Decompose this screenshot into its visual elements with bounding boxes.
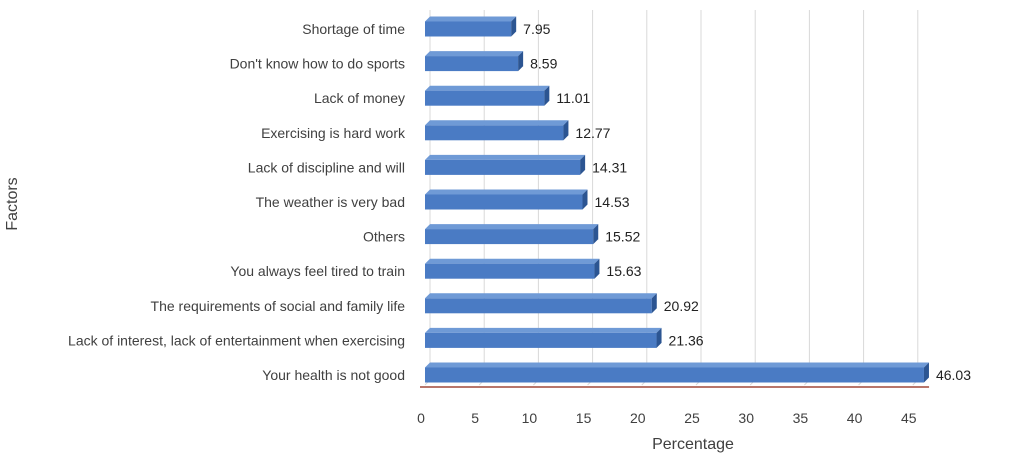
category-label: Lack of interest, lack of entertainment … [68, 332, 405, 348]
value-labels: 7.95 8.59 11.01 12.77 14.31 14.53 15.52 15.63 20… [523, 21, 971, 383]
x-tick-label: 20 [630, 410, 646, 426]
bars [425, 16, 929, 383]
category-label: Others [363, 229, 405, 245]
bar-side [594, 258, 600, 279]
x-axis-title: Percentage [652, 436, 734, 453]
value-label: 14.31 [592, 159, 627, 175]
bar-top [425, 154, 586, 160]
bar-group [425, 293, 657, 314]
bar-group [425, 327, 662, 348]
category-label: You always feel tired to train [230, 263, 405, 279]
bar-group [425, 189, 588, 210]
x-tick-label: 25 [684, 410, 700, 426]
category-label: Lack of money [314, 90, 405, 106]
bar-group [425, 224, 599, 245]
category-label: Exercising is hard work [261, 125, 406, 141]
bar [425, 367, 924, 383]
bar [425, 21, 512, 37]
bar-side [593, 224, 599, 245]
value-label: 21.36 [669, 332, 704, 348]
bar [425, 263, 595, 279]
bar-side [582, 189, 588, 210]
bar-side [563, 120, 569, 141]
value-label: 15.52 [605, 229, 640, 245]
value-label: 12.77 [575, 125, 610, 141]
bar [425, 194, 583, 210]
bar-top [425, 51, 524, 57]
bar-side [580, 154, 586, 175]
value-label: 8.59 [530, 56, 557, 72]
bar [425, 125, 564, 141]
bar-top [425, 224, 599, 230]
category-label: Your health is not good [262, 367, 405, 383]
category-label: Lack of discipline and will [248, 159, 405, 175]
bar [425, 298, 652, 314]
x-tick-label: 45 [901, 410, 917, 426]
value-label: 46.03 [936, 367, 971, 383]
bar-side [518, 51, 524, 72]
bar-top [425, 293, 657, 299]
bar-group [425, 16, 517, 37]
category-label: Shortage of time [302, 21, 405, 37]
x-tick-label: 15 [576, 410, 592, 426]
x-tick-label: 0 [417, 410, 425, 426]
bar-group [425, 51, 524, 72]
bar [425, 159, 581, 175]
bar-side [656, 327, 662, 348]
x-tick-label: 5 [471, 410, 479, 426]
category-label: The requirements of social and family li… [151, 298, 406, 314]
bar-side [511, 16, 517, 37]
value-label: 15.63 [606, 263, 641, 279]
bar-top [425, 362, 929, 368]
x-tick-label: 10 [522, 410, 538, 426]
category-label: Don't know how to do sports [230, 56, 405, 72]
bar-group [425, 154, 586, 175]
category-label: The weather is very bad [256, 194, 405, 210]
bar-top [425, 327, 662, 333]
bar-group [425, 120, 569, 141]
x-tick-label: 35 [793, 410, 809, 426]
bar [425, 229, 594, 245]
bar-top [425, 189, 588, 195]
bar-side [923, 362, 929, 383]
category-labels: Shortage of time Don't know how to do spo… [68, 21, 406, 383]
value-label: 20.92 [664, 298, 699, 314]
x-tick-labels: 0 5 10 15 20 25 30 35 40 45 [417, 410, 917, 426]
value-label: 7.95 [523, 21, 550, 37]
bar-top [425, 120, 569, 126]
value-label: 14.53 [595, 194, 630, 210]
bar-group [425, 85, 550, 106]
x-tick-label: 30 [738, 410, 754, 426]
value-label: 11.01 [556, 90, 590, 106]
bar-top [425, 16, 517, 22]
bar [425, 332, 657, 348]
x-tick-label: 40 [847, 410, 863, 426]
bar [425, 56, 519, 72]
bar-side [544, 85, 550, 106]
bar-group [425, 362, 929, 383]
bar-group [425, 258, 600, 279]
bar [425, 90, 545, 106]
bar-side [651, 293, 657, 314]
bar-top [425, 258, 600, 264]
bar-top [425, 85, 550, 91]
y-axis-title: Factors [4, 177, 21, 230]
